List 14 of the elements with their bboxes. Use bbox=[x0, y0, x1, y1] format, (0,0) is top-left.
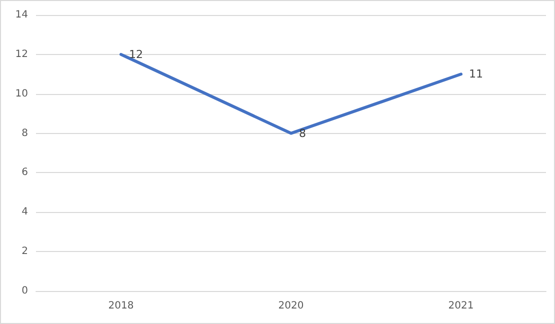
x-tick-label: 2021 bbox=[448, 300, 474, 312]
y-tick-label: 12 bbox=[15, 48, 28, 60]
x-tick-label: 2020 bbox=[278, 300, 304, 312]
y-tick-label: 4 bbox=[22, 206, 28, 218]
y-tick-label: 14 bbox=[15, 10, 28, 20]
y-tick-label: 10 bbox=[15, 88, 28, 100]
y-tick-label: 8 bbox=[22, 128, 28, 139]
data-label: 11 bbox=[469, 68, 483, 81]
y-tick-label: 2 bbox=[22, 246, 28, 258]
x-tick-label: 2018 bbox=[108, 300, 134, 312]
y-tick-label: 6 bbox=[22, 167, 28, 178]
y-tick-label: 0 bbox=[22, 286, 28, 296]
data-label: 12 bbox=[129, 48, 143, 61]
data-label: 8 bbox=[299, 126, 306, 140]
